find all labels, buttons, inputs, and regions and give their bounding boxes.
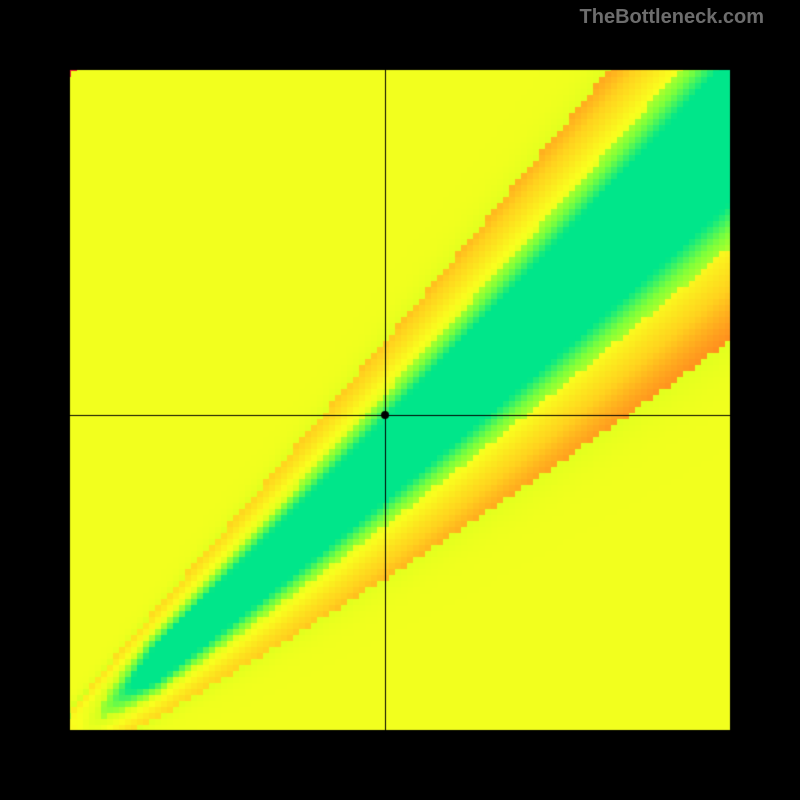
watermark-text: TheBottleneck.com [580, 6, 764, 29]
chart-stage: TheBottleneck.com [0, 0, 800, 800]
bottleneck-heatmap [0, 0, 800, 800]
